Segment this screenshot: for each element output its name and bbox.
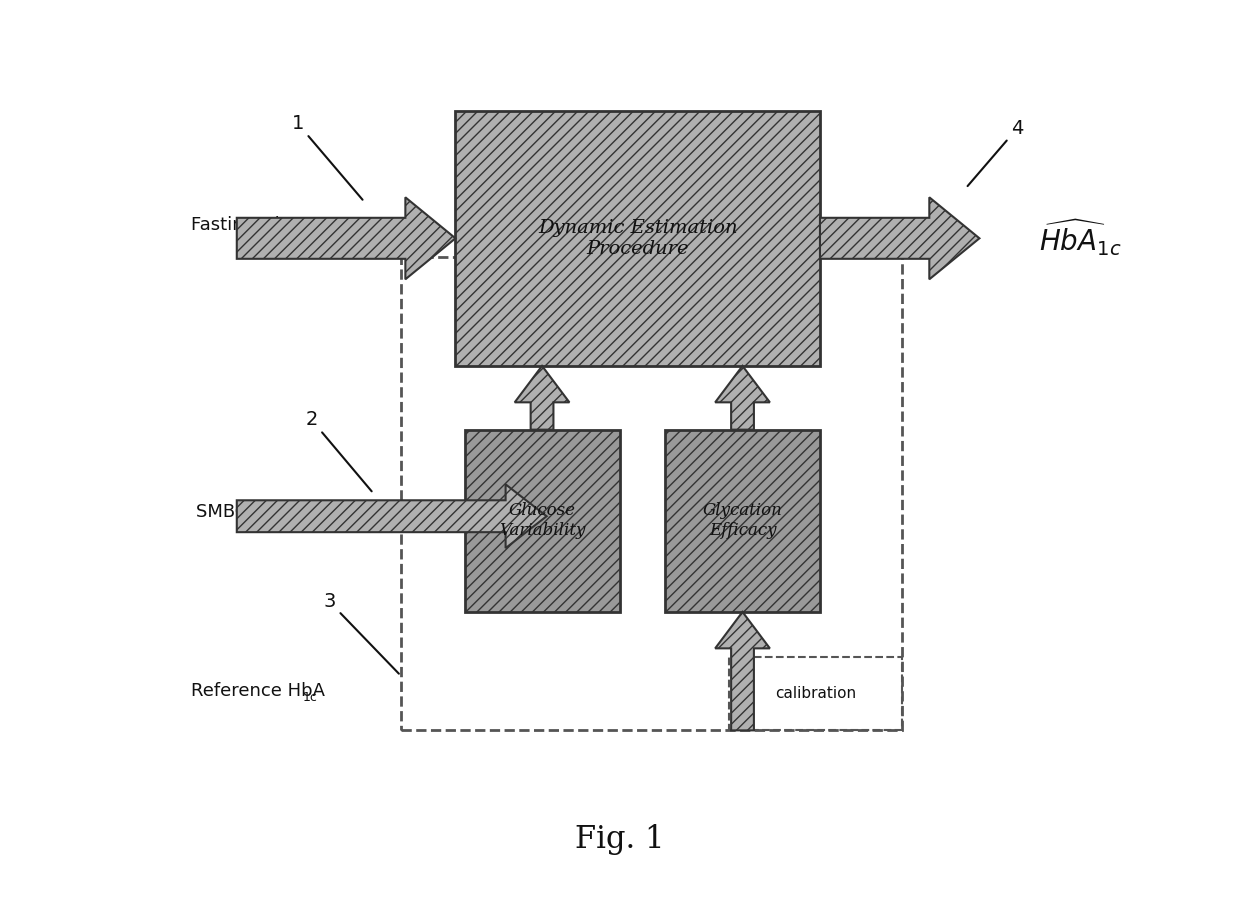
Text: calibration: calibration	[774, 686, 856, 701]
Polygon shape	[237, 197, 456, 280]
FancyBboxPatch shape	[665, 430, 820, 611]
Text: Glucose
Variability: Glucose Variability	[499, 503, 585, 539]
Text: Fig. 1: Fig. 1	[575, 824, 664, 856]
Text: 4: 4	[968, 119, 1023, 186]
Text: Fasting Glucose: Fasting Glucose	[191, 216, 333, 234]
Text: Glycation
Efficacy: Glycation Efficacy	[703, 503, 783, 539]
Text: $\widehat{HbA}_{1c}$: $\widehat{HbA}_{1c}$	[1038, 218, 1121, 259]
Text: 3: 3	[323, 592, 399, 674]
Text: 1: 1	[291, 114, 363, 200]
FancyBboxPatch shape	[465, 430, 620, 611]
Polygon shape	[715, 611, 769, 730]
Polygon shape	[820, 197, 980, 280]
Polygon shape	[715, 366, 769, 430]
Text: Reference HbA: Reference HbA	[191, 682, 325, 700]
Polygon shape	[514, 366, 570, 430]
Polygon shape	[237, 484, 546, 548]
Text: 2: 2	[305, 410, 372, 492]
Text: SMBG profiles: SMBG profiles	[196, 503, 321, 521]
Text: Dynamic Estimation
Procedure: Dynamic Estimation Procedure	[538, 219, 737, 258]
Text: 1c: 1c	[302, 691, 317, 704]
FancyBboxPatch shape	[456, 111, 820, 366]
